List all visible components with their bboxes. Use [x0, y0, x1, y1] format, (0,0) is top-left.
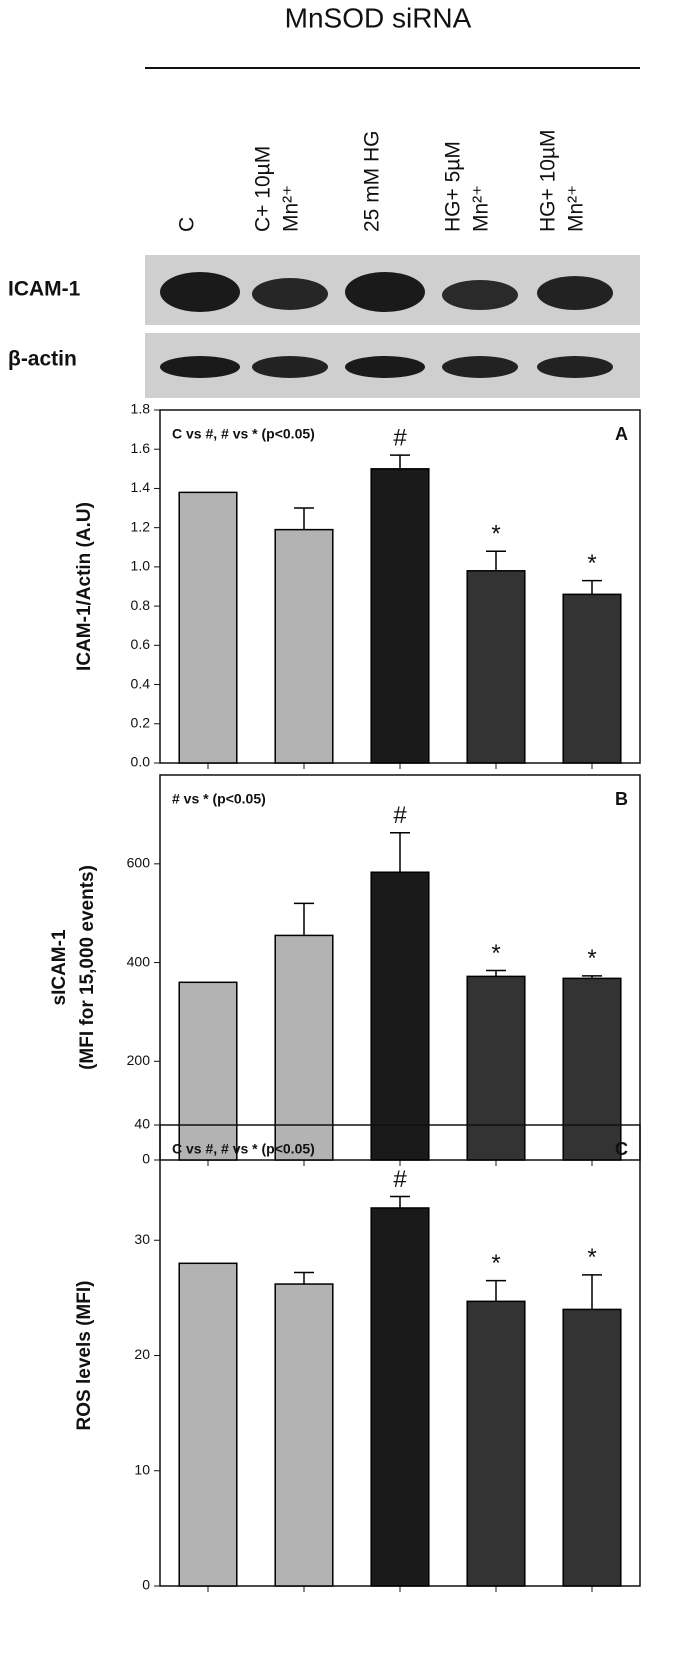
significance-marker: *: [587, 945, 596, 972]
blot-label: β-actin: [8, 348, 77, 371]
y-tick-label: 40: [134, 1116, 150, 1132]
lane-label: HG+ 5µM: [442, 141, 465, 232]
error-bar: [582, 1274, 602, 1310]
stat-note: # vs * (p<0.05): [172, 791, 266, 807]
lane-label: Mn²⁺: [280, 185, 303, 232]
blot-icam: [145, 255, 640, 325]
blot-label: ICAM-1: [8, 278, 81, 301]
y-axis-label: ICAM-1/Actin (A.U): [74, 502, 95, 671]
lane-label: HG+ 10µM: [537, 129, 560, 232]
error-bar: [390, 1195, 410, 1208]
panel-letter: A: [615, 424, 628, 444]
y-tick-label: 0: [142, 1577, 150, 1593]
bar: [274, 1283, 334, 1587]
bar: [466, 570, 526, 764]
y-tick-label: 0.6: [131, 636, 151, 652]
bar: [178, 1262, 238, 1587]
bar: [466, 975, 526, 1161]
significance-marker: *: [491, 521, 500, 548]
error-bar: [486, 1279, 506, 1302]
error-bar: [582, 975, 602, 979]
y-axis-label: (MFI for 15,000 events): [77, 865, 98, 1070]
y-tick-label: 10: [134, 1461, 150, 1477]
lane-label: 25 mM HG: [361, 130, 384, 232]
error-bar: [294, 507, 314, 530]
y-tick-label: 600: [127, 855, 151, 871]
y-tick-label: 400: [127, 953, 151, 969]
error-bar: [390, 454, 410, 469]
error-bar: [390, 832, 410, 873]
y-tick-label: 1.4: [131, 479, 151, 495]
error-bar: [486, 550, 506, 571]
bar: [178, 491, 238, 764]
y-tick-label: 0: [142, 1151, 150, 1167]
lane-label: C: [176, 217, 199, 232]
y-tick-label: 200: [127, 1052, 151, 1068]
significance-marker: #: [393, 1166, 407, 1193]
significance-marker: *: [491, 1250, 500, 1277]
bar: [274, 934, 334, 1161]
error-bar: [294, 902, 314, 936]
significance-marker: *: [491, 940, 500, 967]
y-axis-label: ROS levels (MFI): [74, 1281, 95, 1431]
stat-note: C vs #, # vs * (p<0.05): [172, 426, 315, 442]
y-axis-label: sICAM-1: [49, 929, 70, 1005]
lane-label: Mn²⁺: [470, 185, 493, 232]
significance-marker: #: [393, 802, 407, 829]
bar: [562, 593, 622, 764]
blot-actin: [145, 333, 640, 398]
stat-note: C vs #, # vs * (p<0.05): [172, 1141, 315, 1157]
panel-letter: B: [615, 789, 628, 809]
figure-title: MnSOD siRNA: [285, 2, 472, 33]
bar: [370, 871, 430, 1161]
bar: [370, 1207, 430, 1587]
lane-label: Mn²⁺: [565, 185, 588, 232]
bar: [274, 528, 334, 764]
y-tick-label: 0.8: [131, 597, 151, 613]
error-bar: [486, 969, 506, 977]
bar: [178, 981, 238, 1161]
significance-marker: *: [587, 550, 596, 577]
lane-label: C+ 10µM: [252, 146, 275, 232]
error-bar: [294, 1271, 314, 1285]
panel-letter: C: [615, 1139, 628, 1159]
y-tick-label: 30: [134, 1231, 150, 1247]
y-tick-label: 0.0: [131, 754, 151, 770]
bar: [562, 1308, 622, 1587]
y-tick-label: 1.2: [131, 518, 151, 534]
bar: [370, 468, 430, 764]
error-bar: [582, 579, 602, 595]
significance-marker: #: [393, 424, 407, 451]
bar: [562, 977, 622, 1161]
bar: [466, 1300, 526, 1587]
y-tick-label: 20: [134, 1346, 150, 1362]
y-tick-label: 0.4: [131, 675, 151, 691]
significance-marker: *: [587, 1244, 596, 1271]
y-tick-label: 1.0: [131, 558, 151, 574]
y-tick-label: 1.6: [131, 440, 151, 456]
y-tick-label: 0.2: [131, 714, 151, 730]
y-tick-label: 1.8: [131, 401, 151, 417]
